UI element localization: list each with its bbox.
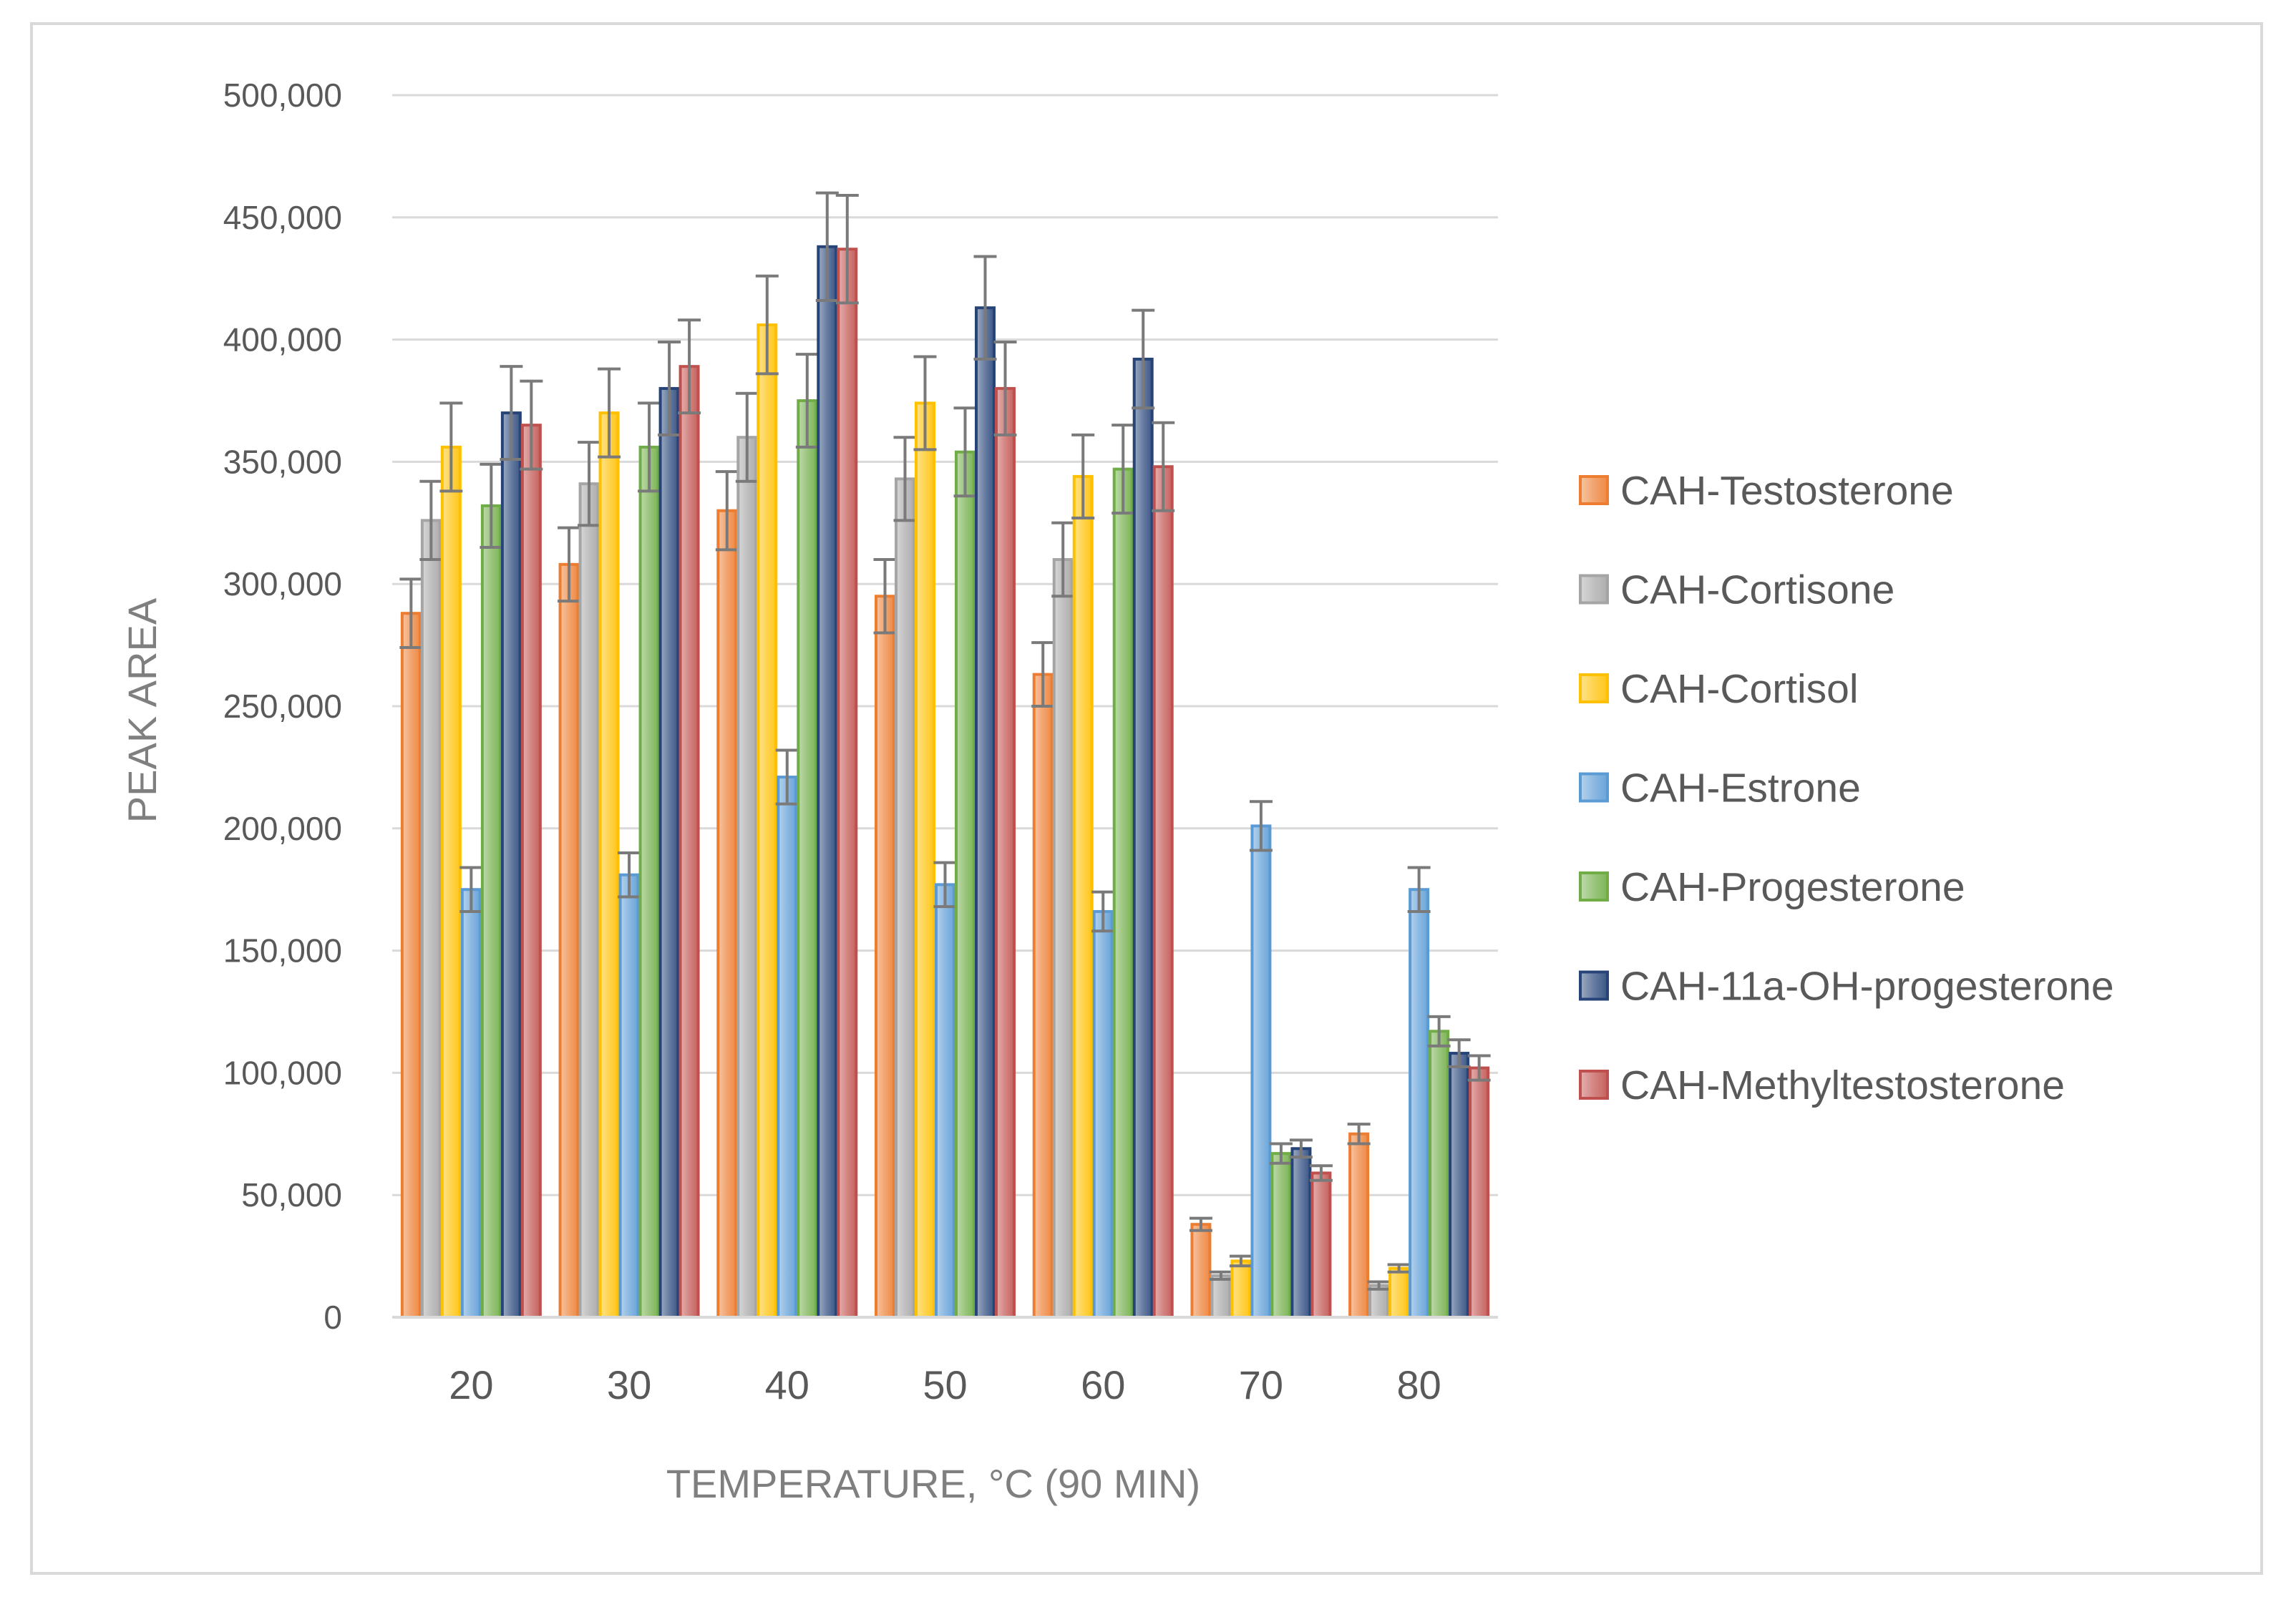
bar-cah-cortisone-20 bbox=[420, 519, 442, 1319]
bar-cah-methyltestosterone-30 bbox=[678, 365, 700, 1319]
legend-swatch bbox=[1579, 1070, 1609, 1100]
legend-swatch bbox=[1579, 673, 1609, 703]
bar-cah-cortisone-60 bbox=[1052, 558, 1074, 1319]
bar-cah-11a-oh-progesterone-60 bbox=[1132, 357, 1154, 1319]
legend: CAH-Testosterone CAH-Cortisone CAH-Cortiso… bbox=[1579, 468, 2114, 1108]
bar-cah-methyltestosterone-60 bbox=[1152, 465, 1174, 1319]
x-axis-title: TEMPERATURE, °C (90 MIN) bbox=[666, 1461, 1200, 1506]
bar-cah-11a-oh-progesterone-50 bbox=[975, 306, 996, 1319]
bar-cah-11a-oh-progesterone-80 bbox=[1449, 1052, 1470, 1319]
bar-cah-progesterone-80 bbox=[1429, 1030, 1450, 1319]
legend-swatch bbox=[1579, 574, 1609, 605]
bars bbox=[399, 191, 1491, 1319]
bar-cah-progesterone-20 bbox=[480, 504, 502, 1319]
y-tick-label: 0 bbox=[324, 1299, 342, 1336]
bar-cah-cortisol-40 bbox=[757, 323, 778, 1319]
bar-cah-cortisol-80 bbox=[1388, 1266, 1410, 1319]
x-tick-label: 70 bbox=[1239, 1362, 1283, 1407]
y-axis-title: PEAK AREA bbox=[120, 597, 165, 823]
legend-label: CAH-Cortisone bbox=[1620, 567, 1894, 613]
bar-cah-testosterone-40 bbox=[716, 509, 738, 1319]
bar-cah-estrone-60 bbox=[1092, 909, 1114, 1319]
legend-label: CAH-Progesterone bbox=[1620, 864, 1965, 910]
y-tick-label: 200,000 bbox=[223, 810, 342, 847]
bar-cah-estrone-40 bbox=[777, 776, 798, 1319]
y-tick-label: 450,000 bbox=[223, 199, 342, 236]
x-tick-label: 20 bbox=[449, 1362, 493, 1407]
bar-cah-progesterone-60 bbox=[1112, 467, 1134, 1319]
legend-label: CAH-11a-OH-progesterone bbox=[1620, 964, 2114, 1010]
chart-svg: 0 50,000 100,000 150,000 200,000 250,000 300,0… bbox=[120, 77, 2114, 1506]
bar-cah-cortisone-40 bbox=[736, 436, 758, 1319]
bar-cah-cortisol-30 bbox=[598, 411, 620, 1319]
y-tick-label: 300,000 bbox=[223, 565, 342, 602]
x-tick-label: 40 bbox=[765, 1362, 809, 1407]
bar-cah-11a-oh-progesterone-20 bbox=[500, 411, 522, 1319]
legend-label: CAH-Methyltestosterone bbox=[1620, 1063, 2065, 1108]
chart-frame: 0 50,000 100,000 150,000 200,000 250,000 300,0… bbox=[30, 22, 2263, 1575]
bar-cah-estrone-50 bbox=[935, 883, 955, 1319]
bar-cah-cortisone-50 bbox=[895, 477, 915, 1319]
y-tick-label: 250,000 bbox=[223, 688, 342, 725]
y-tick-label: 500,000 bbox=[223, 77, 342, 114]
bar-cah-testosterone-20 bbox=[400, 612, 422, 1319]
bar-cah-testosterone-80 bbox=[1348, 1132, 1370, 1319]
legend-label: CAH-Estrone bbox=[1620, 766, 1861, 811]
bar-cah-11a-oh-progesterone-70 bbox=[1290, 1147, 1312, 1319]
bar-cah-methyltestosterone-20 bbox=[520, 424, 542, 1319]
x-tick-label: 30 bbox=[607, 1362, 651, 1407]
legend-label: CAH-Testosterone bbox=[1620, 468, 1954, 514]
y-tick-label: 350,000 bbox=[223, 443, 342, 480]
bar-cah-testosterone-50 bbox=[875, 595, 895, 1319]
legend-swatch bbox=[1579, 772, 1609, 803]
x-axis-ticks: 20 30 40 50 60 70 80 bbox=[449, 1362, 1441, 1407]
legend-swatch bbox=[1579, 475, 1609, 505]
legend-swatch bbox=[1579, 970, 1609, 1001]
bar-cah-cortisol-20 bbox=[440, 445, 462, 1319]
y-tick-label: 50,000 bbox=[241, 1176, 342, 1213]
bar-cah-11a-oh-progesterone-30 bbox=[658, 386, 680, 1319]
y-axis-ticks: 0 50,000 100,000 150,000 200,000 250,000 300,0… bbox=[223, 77, 342, 1336]
x-tick-label: 60 bbox=[1081, 1362, 1125, 1407]
bar-cah-progesterone-30 bbox=[638, 445, 660, 1319]
bar-cah-cortisone-30 bbox=[578, 482, 600, 1319]
bar-cah-estrone-70 bbox=[1250, 824, 1272, 1319]
bar-cah-methyltestosterone-50 bbox=[995, 386, 1016, 1319]
legend-label: CAH-Cortisol bbox=[1620, 666, 1859, 712]
bar-cah-testosterone-70 bbox=[1190, 1223, 1212, 1319]
bar-cah-cortisone-70 bbox=[1210, 1274, 1232, 1319]
bar-cah-methyltestosterone-80 bbox=[1469, 1066, 1490, 1319]
bar-cah-cortisol-50 bbox=[915, 401, 935, 1319]
bar-cah-methyltestosterone-40 bbox=[837, 248, 858, 1319]
bar-cah-estrone-30 bbox=[618, 873, 640, 1319]
bar-cah-testosterone-30 bbox=[558, 562, 580, 1319]
y-tick-label: 150,000 bbox=[223, 932, 342, 969]
bar-cah-cortisol-70 bbox=[1230, 1259, 1252, 1319]
y-tick-label: 100,000 bbox=[223, 1054, 342, 1091]
bar-cah-cortisol-60 bbox=[1072, 474, 1094, 1319]
bar-cah-estrone-80 bbox=[1409, 888, 1430, 1319]
bar-cah-progesterone-50 bbox=[955, 450, 976, 1319]
bar-cah-estrone-20 bbox=[460, 888, 482, 1319]
bar-cah-methyltestosterone-70 bbox=[1310, 1171, 1332, 1319]
legend-swatch bbox=[1579, 871, 1609, 902]
x-tick-label: 80 bbox=[1396, 1362, 1441, 1407]
x-tick-label: 50 bbox=[923, 1362, 967, 1407]
bar-cah-progesterone-70 bbox=[1270, 1152, 1292, 1319]
y-tick-label: 400,000 bbox=[223, 321, 342, 358]
bar-cah-progesterone-40 bbox=[797, 399, 818, 1319]
bar-cah-testosterone-60 bbox=[1032, 673, 1054, 1319]
bar-cah-11a-oh-progesterone-40 bbox=[817, 245, 838, 1319]
